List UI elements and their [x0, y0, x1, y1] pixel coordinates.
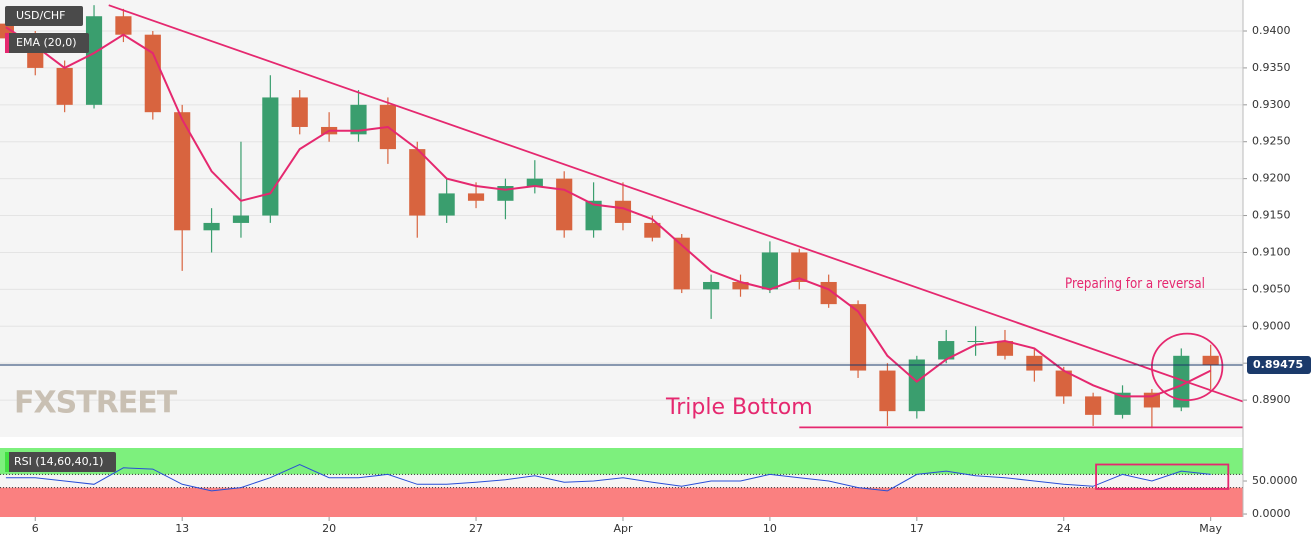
candle-body	[556, 178, 573, 231]
overbought-zone	[0, 448, 1243, 475]
candle-body	[203, 222, 220, 231]
x-tick-label: 17	[910, 522, 924, 535]
y-tick-label: 0.9200	[1252, 172, 1291, 185]
candle-body	[291, 97, 308, 127]
candle-body	[644, 222, 661, 238]
candle-body	[232, 215, 250, 223]
candle-body	[144, 34, 161, 113]
candle-body	[938, 341, 955, 360]
candle-body	[174, 112, 191, 231]
candle-body	[614, 200, 632, 223]
candle-body	[879, 370, 896, 412]
price-tag	[1247, 356, 1311, 375]
trendline	[108, 4, 1244, 403]
candle-body	[1026, 355, 1043, 371]
candle-body	[761, 252, 778, 290]
x-tick-label: 6	[32, 522, 39, 535]
annotation: Preparing for a reversal	[1065, 276, 1205, 292]
candle-body	[732, 281, 749, 290]
x-tick-label: Apr	[613, 522, 633, 535]
legend-swatch	[5, 452, 9, 472]
y-tick-label: 0.9100	[1252, 245, 1291, 258]
legend-swatch	[5, 33, 9, 53]
legend-box	[5, 6, 83, 26]
candle-body	[1202, 355, 1219, 366]
candle-body	[350, 104, 367, 135]
candle-body	[673, 237, 690, 290]
candle-body	[526, 178, 543, 187]
y-tick-label: 0.8900	[1252, 393, 1291, 406]
x-tick-label: 24	[1057, 522, 1071, 535]
legend-entry: EMA (20,0)	[16, 36, 77, 49]
y-tick-label: 0.9050	[1252, 282, 1291, 295]
y-tick-label: 0.9300	[1252, 98, 1291, 111]
rsi-line	[5, 463, 1211, 492]
ema-line	[5, 26, 1212, 398]
x-tick-label: 10	[763, 522, 777, 535]
highlight-box	[1095, 463, 1230, 490]
candle-body	[409, 149, 426, 216]
candle-body	[1114, 392, 1131, 415]
y-tick-label: 0.9400	[1252, 24, 1291, 37]
legend-box	[5, 452, 116, 472]
candle-body	[849, 304, 867, 371]
candle-body	[967, 341, 984, 343]
layer	[0, 4, 1247, 521]
candle-body	[1173, 355, 1190, 408]
candle-body	[703, 281, 720, 290]
candle-body	[262, 97, 279, 216]
x-tick-label: 13	[175, 522, 189, 535]
candle-body	[1055, 370, 1072, 397]
price-tag-label: 0.89475	[1253, 358, 1303, 371]
oversold-zone	[0, 487, 1243, 517]
y-tick-label: 0.9350	[1252, 61, 1291, 74]
y-tick-label: 50.0000	[1252, 474, 1298, 487]
x-tick-label: 20	[322, 522, 336, 535]
candle-body	[56, 67, 73, 105]
candle-body	[467, 193, 485, 201]
y-tick-label: 0.9000	[1252, 319, 1291, 332]
candle-body	[996, 341, 1014, 356]
candle-body	[438, 193, 455, 216]
legend-title: RSI (14,60,40,1)	[14, 455, 103, 468]
candle-body	[908, 359, 925, 412]
legend-box	[5, 33, 89, 53]
x-tick-label: 27	[469, 522, 483, 535]
y-tick-label: 0.0000	[1252, 507, 1291, 520]
candle-body	[791, 252, 808, 282]
y-tick-label: 0.9250	[1252, 135, 1291, 148]
annotation: Triple Bottom	[665, 395, 813, 420]
logo: FXSTREET	[14, 386, 178, 421]
candle-body	[115, 16, 132, 35]
highlight-circle	[1151, 332, 1224, 401]
legend-title: USD/CHF	[16, 9, 66, 22]
y-tick-label: 0.9150	[1252, 209, 1291, 222]
x-tick-label: May	[1199, 522, 1222, 535]
candle-body	[85, 16, 103, 105]
candle-body	[1085, 396, 1102, 415]
candle-body	[585, 200, 602, 231]
